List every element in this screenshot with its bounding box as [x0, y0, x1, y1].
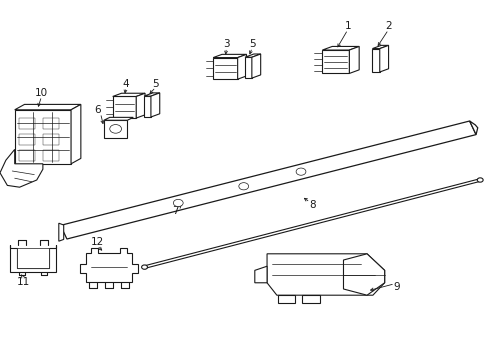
Bar [17, 248, 49, 268]
Polygon shape [60, 121, 476, 239]
Polygon shape [252, 54, 261, 78]
Text: 10: 10 [35, 88, 48, 98]
Text: 2: 2 [385, 21, 392, 31]
Polygon shape [0, 149, 43, 187]
Bar [104, 120, 127, 138]
Bar [43, 118, 59, 129]
Polygon shape [322, 46, 359, 50]
Polygon shape [136, 93, 145, 118]
Polygon shape [104, 117, 133, 120]
Text: 4: 4 [122, 78, 129, 89]
Text: 5: 5 [152, 78, 159, 89]
Circle shape [477, 178, 483, 182]
Text: 3: 3 [223, 39, 230, 49]
Circle shape [110, 125, 122, 133]
Polygon shape [238, 54, 246, 79]
Polygon shape [278, 295, 295, 303]
Polygon shape [144, 93, 160, 96]
Bar [144, 96, 151, 117]
Polygon shape [151, 93, 160, 117]
Circle shape [239, 183, 248, 190]
Bar [322, 50, 349, 73]
Text: 1: 1 [344, 21, 351, 31]
Text: 8: 8 [309, 200, 316, 210]
Polygon shape [372, 45, 389, 49]
Polygon shape [113, 93, 145, 96]
Text: 5: 5 [249, 39, 256, 49]
Polygon shape [255, 266, 267, 283]
Polygon shape [343, 254, 385, 295]
Text: 12: 12 [90, 237, 104, 247]
Polygon shape [380, 45, 389, 72]
Text: 7: 7 [172, 206, 179, 216]
Bar [245, 57, 252, 78]
Polygon shape [10, 245, 56, 272]
Polygon shape [15, 104, 81, 110]
Polygon shape [71, 104, 81, 164]
Polygon shape [267, 254, 385, 295]
Polygon shape [469, 121, 478, 135]
Bar [19, 118, 35, 129]
Polygon shape [349, 46, 359, 73]
Polygon shape [80, 248, 138, 282]
Polygon shape [59, 223, 64, 241]
Polygon shape [302, 295, 320, 303]
Bar [372, 49, 380, 72]
Polygon shape [144, 179, 481, 268]
Bar [19, 150, 35, 161]
Bar [113, 96, 136, 118]
Bar [43, 150, 59, 161]
Text: 11: 11 [17, 276, 30, 287]
Polygon shape [213, 54, 246, 58]
Circle shape [173, 199, 183, 207]
Bar [213, 58, 238, 79]
Text: 6: 6 [95, 105, 101, 115]
Polygon shape [245, 54, 261, 57]
Circle shape [296, 168, 306, 175]
Text: 9: 9 [393, 282, 400, 292]
Bar [15, 110, 71, 164]
Bar [43, 134, 59, 145]
Circle shape [142, 265, 147, 269]
Bar [19, 134, 35, 145]
